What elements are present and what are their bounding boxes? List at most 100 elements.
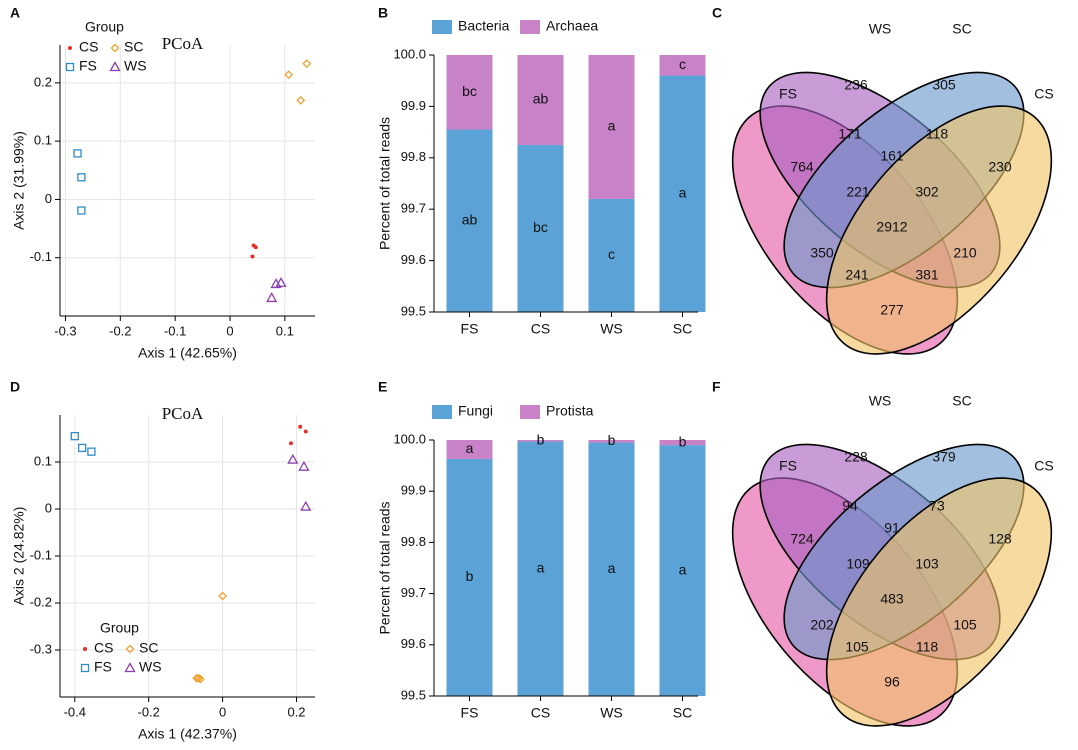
legend-marker <box>80 663 90 673</box>
significance-letter: bc <box>462 83 477 99</box>
point <box>298 460 310 471</box>
y-tick-label: 0 <box>45 500 52 515</box>
venn-set-label: FS <box>779 86 797 102</box>
bar-segment <box>659 445 706 696</box>
x-axis-title: Axis 1 (42.65%) <box>138 345 237 361</box>
bar-segment <box>659 55 706 76</box>
point <box>77 173 86 182</box>
venn-count: 128 <box>988 531 1012 547</box>
venn <box>731 443 1053 727</box>
significance-letter: b <box>608 432 616 448</box>
point <box>253 245 258 250</box>
panel-label: C <box>712 5 722 21</box>
y-tick-label: -0.1 <box>30 547 52 562</box>
venn-count: 305 <box>932 77 956 93</box>
venn-count: 350 <box>810 245 834 261</box>
x-tick-label: 0.2 <box>287 704 305 719</box>
bar-segment <box>588 440 635 443</box>
y-tick-label: 99.7 <box>401 201 426 216</box>
chart-title: PCoA <box>162 404 204 423</box>
bar-segment <box>517 441 564 696</box>
significance-letter: a <box>679 184 687 200</box>
point <box>298 424 303 429</box>
point <box>275 276 287 287</box>
x-tick-label: 0 <box>219 704 226 719</box>
venn-count: 103 <box>915 556 939 572</box>
venn-count: 228 <box>844 449 868 465</box>
y-tick-label: 99.6 <box>401 252 426 267</box>
venn-count: 724 <box>790 531 814 547</box>
venn-set-label: CS <box>1034 86 1053 102</box>
venn-count: 109 <box>846 556 870 572</box>
legend-label: WS <box>124 58 147 74</box>
x-tick-label: -0.2 <box>109 323 131 338</box>
bar-segment <box>446 55 493 130</box>
legend-label: SC <box>139 640 158 656</box>
legend-marker <box>65 62 75 72</box>
venn-set-label: SC <box>952 21 971 37</box>
significance-letter: ab <box>462 211 478 227</box>
venn-count: 230 <box>988 159 1012 175</box>
y-tick-label: 99.7 <box>401 585 426 600</box>
venn-count: 161 <box>880 148 904 164</box>
y-tick-label: 0 <box>45 191 52 206</box>
y-tick-label: 0.1 <box>34 133 52 148</box>
point <box>196 674 205 684</box>
venn-count: 94 <box>842 498 858 514</box>
x-tick-label: FS <box>461 321 479 337</box>
significance-letter: b <box>537 431 545 447</box>
venn-count: 118 <box>926 126 949 142</box>
x-tick-label: CS <box>531 705 550 721</box>
y-tick-label: 99.9 <box>401 98 426 113</box>
venn <box>731 71 1053 355</box>
significance-letter: c <box>679 56 686 72</box>
point <box>73 149 82 158</box>
x-tick-label: 0 <box>226 323 233 338</box>
bar-segment <box>517 55 564 145</box>
point <box>70 431 79 441</box>
venn-count: 210 <box>953 245 977 261</box>
bar-segment <box>517 144 564 312</box>
venn-set <box>825 105 1053 355</box>
x-tick-label: -0.4 <box>64 704 86 719</box>
legend-swatch <box>432 20 452 34</box>
point <box>78 443 87 453</box>
point <box>303 429 308 434</box>
venn-count: 241 <box>845 267 869 283</box>
point <box>266 292 278 303</box>
point <box>288 441 293 446</box>
panel-label: D <box>10 379 20 395</box>
legend-label: CS <box>94 640 113 656</box>
panel-label: F <box>712 379 721 395</box>
bar-segment <box>659 440 706 446</box>
y-axis-title: Percent of total reads <box>377 501 393 634</box>
y-axis-title: Axis 2 (31.99%) <box>11 131 27 230</box>
bar-segment <box>588 442 635 696</box>
venn-count: 105 <box>953 617 977 633</box>
y-tick-label: 0.1 <box>34 453 52 468</box>
y-tick-label: 0.2 <box>34 74 52 89</box>
legend-title: Group <box>100 620 139 636</box>
legend-swatch <box>520 405 540 419</box>
significance-letter: c <box>608 246 615 262</box>
x-axis-title: Axis 1 (42.37%) <box>138 726 237 742</box>
point <box>87 447 96 456</box>
point <box>296 95 306 105</box>
legend-label: Protista <box>546 403 594 419</box>
legend-label: Bacteria <box>458 18 510 34</box>
legend-marker <box>110 43 120 53</box>
significance-letter: b <box>679 433 687 449</box>
point <box>287 453 299 464</box>
significance-letter: ab <box>533 91 549 107</box>
y-tick-label: 100.0 <box>393 46 426 61</box>
panel-label: A <box>10 5 20 21</box>
point <box>218 591 228 601</box>
legend-label: Fungi <box>458 403 493 419</box>
point <box>250 254 255 259</box>
y-tick-label: 99.8 <box>401 534 426 549</box>
x-tick-label: FS <box>461 705 479 721</box>
y-tick-label: 99.5 <box>401 687 426 702</box>
significance-letter: a <box>679 561 687 577</box>
panel-label: B <box>378 5 388 21</box>
